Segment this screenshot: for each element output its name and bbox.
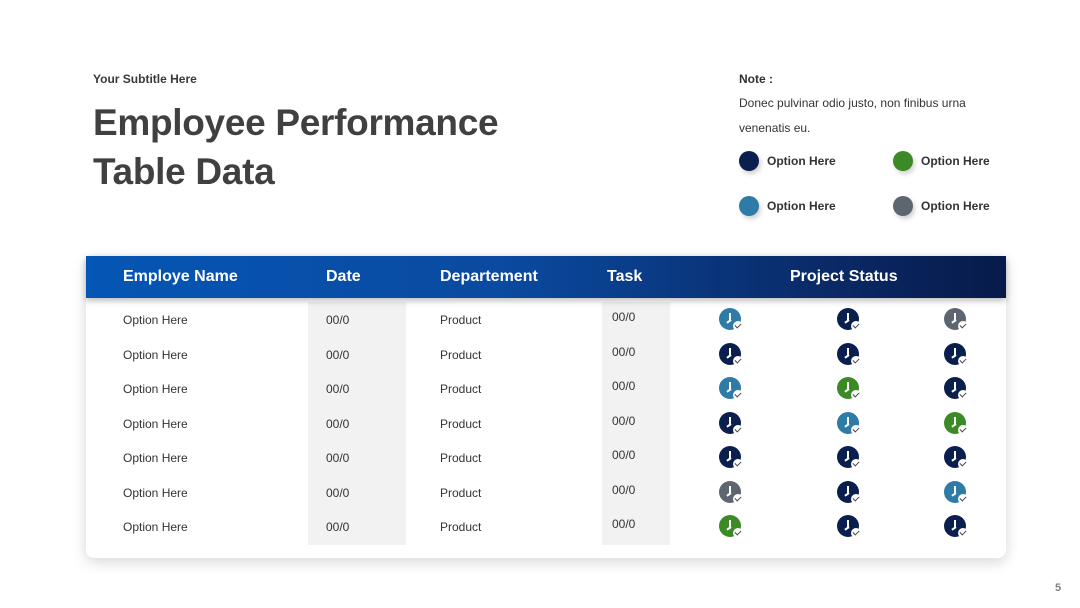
table-row: Option Here 00/0 Product 00/0 [86, 441, 1006, 475]
cell-department: Product [440, 451, 482, 465]
cell-task: 00/0 [612, 310, 636, 324]
task-column-shade [602, 302, 670, 545]
clock-check-icon [719, 377, 743, 401]
cell-task: 00/0 [612, 379, 636, 393]
clock-check-icon [944, 308, 968, 332]
note-text: Donec pulvinar odio justo, non finibus u… [739, 96, 966, 135]
date-column-shade [308, 302, 406, 545]
legend-item-gray: Option Here [893, 196, 990, 216]
clock-check-icon [944, 446, 968, 470]
cell-employee-name: Option Here [123, 313, 188, 327]
table-row: Option Here 00/0 Product 00/0 [86, 476, 1006, 510]
clock-check-icon [837, 377, 861, 401]
table-row: Option Here 00/0 Product 00/0 [86, 407, 1006, 441]
legend: Option Here Option Here Option Here Opti… [739, 151, 1009, 221]
legend-dot-icon [893, 196, 913, 216]
cell-employee-name: Option Here [123, 451, 188, 465]
clock-check-icon [837, 412, 861, 436]
cell-employee-name: Option Here [123, 417, 188, 431]
legend-dot-icon [739, 196, 759, 216]
header-project-status: Project Status [790, 268, 898, 285]
clock-check-icon [837, 308, 861, 332]
cell-task: 00/0 [612, 483, 636, 497]
cell-date: 00/0 [326, 486, 350, 500]
header-date: Date [326, 268, 361, 285]
cell-date: 00/0 [326, 451, 350, 465]
cell-department: Product [440, 382, 482, 396]
clock-check-icon [837, 446, 861, 470]
legend-dot-icon [739, 151, 759, 171]
slide-title: Employee Performance Table Data [93, 102, 499, 192]
cell-task: 00/0 [612, 448, 636, 462]
table-row: Option Here 00/0 Product 00/0 [86, 338, 1006, 372]
legend-label: Option Here [921, 154, 990, 168]
cell-department: Product [440, 348, 482, 362]
clock-check-icon [944, 481, 968, 505]
clock-check-icon [837, 343, 861, 367]
header-task: Task [607, 268, 643, 285]
table-row: Option Here 00/0 Product 00/0 [86, 303, 1006, 337]
clock-check-icon [837, 515, 861, 539]
cell-employee-name: Option Here [123, 382, 188, 396]
cell-department: Product [440, 486, 482, 500]
clock-check-icon [719, 308, 743, 332]
clock-check-icon [719, 481, 743, 505]
clock-check-icon [719, 412, 743, 436]
page-number: 5 [1055, 582, 1062, 594]
note-box: Note : Donec pulvinar odio justo, non fi… [739, 70, 1039, 141]
cell-date: 00/0 [326, 382, 350, 396]
cell-task: 00/0 [612, 345, 636, 359]
cell-department: Product [440, 417, 482, 431]
note-label: Note : [739, 72, 773, 86]
cell-task: 00/0 [612, 414, 636, 428]
slide-subtitle: Your Subtitle Here [93, 72, 197, 86]
header-employee-name: Employe Name [123, 268, 238, 285]
table-header: Employe Name Date Departement Task Proje… [86, 256, 1006, 298]
cell-task: 00/0 [612, 517, 636, 531]
clock-check-icon [944, 412, 968, 436]
legend-label: Option Here [921, 199, 990, 213]
table-row: Option Here 00/0 Product 00/0 [86, 372, 1006, 406]
clock-check-icon [944, 343, 968, 367]
cell-department: Product [440, 313, 482, 327]
clock-check-icon [719, 446, 743, 470]
cell-employee-name: Option Here [123, 486, 188, 500]
legend-item-navy: Option Here [739, 151, 836, 171]
clock-check-icon [837, 481, 861, 505]
clock-check-icon [719, 343, 743, 367]
cell-department: Product [440, 520, 482, 534]
legend-item-green: Option Here [893, 151, 990, 171]
legend-item-teal: Option Here [739, 196, 836, 216]
cell-date: 00/0 [326, 313, 350, 327]
cell-employee-name: Option Here [123, 348, 188, 362]
performance-table: Employe Name Date Departement Task Proje… [86, 256, 1006, 558]
table-row: Option Here 00/0 Product 00/0 [86, 510, 1006, 544]
legend-dot-icon [893, 151, 913, 171]
legend-label: Option Here [767, 154, 836, 168]
legend-label: Option Here [767, 199, 836, 213]
cell-date: 00/0 [326, 520, 350, 534]
cell-date: 00/0 [326, 348, 350, 362]
cell-employee-name: Option Here [123, 520, 188, 534]
clock-check-icon [944, 515, 968, 539]
clock-check-icon [944, 377, 968, 401]
clock-check-icon [719, 515, 743, 539]
header-department: Departement [440, 268, 538, 285]
cell-date: 00/0 [326, 417, 350, 431]
